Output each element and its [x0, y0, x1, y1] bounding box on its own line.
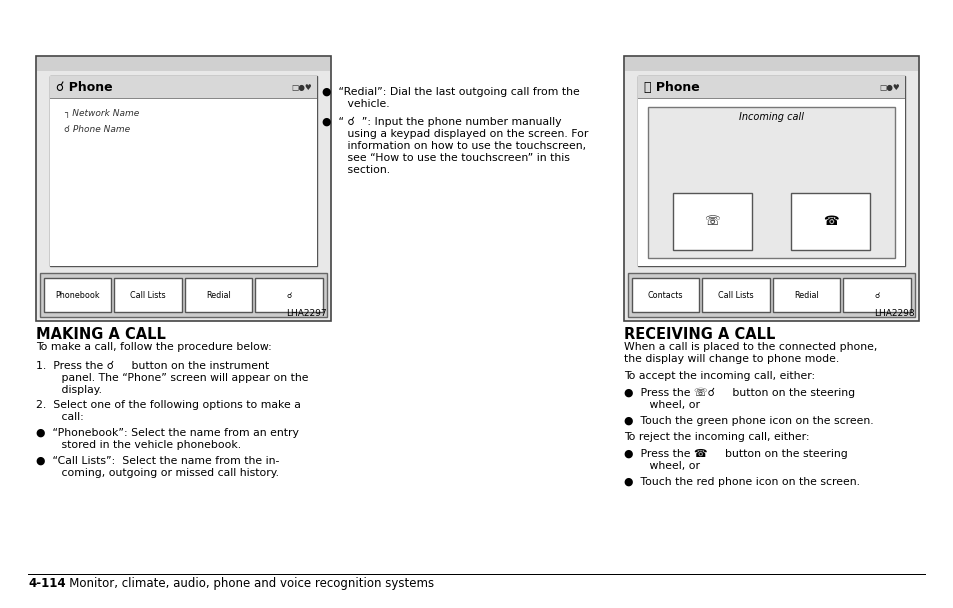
Text: ☌ Phone Name: ☌ Phone Name [64, 125, 130, 134]
Bar [631, 278, 699, 312]
Bar [50, 76, 316, 98]
Text: vehicle.: vehicle. [330, 99, 389, 109]
Text: ●  Press the ☎     button on the steering: ● Press the ☎ button on the steering [623, 449, 847, 459]
Bar [37, 57, 330, 71]
Text: ●  “Phonebook”: Select the name from an entry: ● “Phonebook”: Select the name from an e… [36, 428, 298, 438]
Bar [638, 76, 904, 266]
Text: ●  “Redial”: Dial the last outgoing call from the: ● “Redial”: Dial the last outgoing call … [322, 87, 579, 97]
Text: ●  “Call Lists”:  Select the name from the in-: ● “Call Lists”: Select the name from the… [36, 456, 279, 466]
Text: display.: display. [44, 385, 102, 395]
Bar [255, 278, 323, 312]
Bar [50, 76, 316, 266]
Text: □●♥: □●♥ [291, 83, 312, 91]
Text: ┐ Network Name: ┐ Network Name [64, 108, 139, 117]
Text: To accept the incoming call, either:: To accept the incoming call, either: [623, 371, 814, 381]
Bar [638, 98, 904, 99]
Text: MAKING A CALL: MAKING A CALL [36, 327, 166, 342]
Text: □●♥: □●♥ [879, 83, 899, 91]
Text: Incoming call: Incoming call [739, 112, 803, 122]
Text: Redial: Redial [794, 291, 819, 300]
Bar [50, 99, 316, 266]
Text: 4-114: 4-114 [28, 577, 66, 590]
Bar [638, 99, 904, 266]
Text: When a call is placed to the connected phone,: When a call is placed to the connected p… [623, 342, 877, 352]
Bar [36, 56, 331, 321]
Text: Call Lists: Call Lists [131, 291, 166, 300]
Text: information on how to use the touchscreen,: information on how to use the touchscree… [330, 141, 585, 151]
Text: Ⓜ Phone: Ⓜ Phone [643, 80, 699, 94]
Text: panel. The “Phone” screen will appear on the: panel. The “Phone” screen will appear on… [44, 373, 308, 383]
Bar [672, 193, 751, 250]
Text: Phonebook: Phonebook [55, 291, 100, 300]
Text: ☎: ☎ [822, 215, 838, 228]
Bar [44, 278, 112, 312]
Bar [40, 273, 327, 317]
Bar [627, 273, 914, 317]
Bar [623, 56, 918, 321]
Text: To reject the incoming call, either:: To reject the incoming call, either: [623, 432, 809, 442]
Bar [790, 193, 869, 250]
Text: the display will change to phone mode.: the display will change to phone mode. [623, 354, 839, 364]
Bar [842, 278, 910, 312]
Text: coming, outgoing or missed call history.: coming, outgoing or missed call history. [44, 468, 278, 478]
Text: 1.  Press the ☌     button on the instrument: 1. Press the ☌ button on the instrument [36, 361, 269, 371]
Text: ☌: ☌ [286, 291, 292, 300]
Bar [701, 278, 769, 312]
Bar [638, 76, 904, 98]
Text: Contacts: Contacts [647, 291, 682, 300]
Bar [647, 107, 894, 258]
Text: LHA2297: LHA2297 [286, 309, 327, 318]
Bar [28, 574, 925, 575]
Text: RECEIVING A CALL: RECEIVING A CALL [623, 327, 775, 342]
Bar [50, 98, 316, 99]
Text: ●  Press the ☏☌     button on the steering: ● Press the ☏☌ button on the steering [623, 388, 854, 398]
Text: Monitor, climate, audio, phone and voice recognition systems: Monitor, climate, audio, phone and voice… [58, 577, 434, 590]
Text: ☌: ☌ [874, 291, 879, 300]
Text: using a keypad displayed on the screen. For: using a keypad displayed on the screen. … [330, 129, 588, 139]
Text: 2.  Select one of the following options to make a: 2. Select one of the following options t… [36, 400, 300, 410]
Text: wheel, or: wheel, or [631, 461, 700, 471]
Text: ☌ Phone: ☌ Phone [56, 80, 112, 94]
Text: To make a call, follow the procedure below:: To make a call, follow the procedure bel… [36, 342, 272, 352]
Text: ●  Touch the green phone icon on the screen.: ● Touch the green phone icon on the scre… [623, 416, 873, 426]
Text: call:: call: [44, 412, 84, 422]
Bar [185, 278, 253, 312]
Text: ●  Touch the red phone icon on the screen.: ● Touch the red phone icon on the screen… [623, 477, 859, 487]
Bar [624, 57, 917, 71]
Text: ●  “ ☌  ”: Input the phone number manually: ● “ ☌ ”: Input the phone number manually [322, 117, 561, 127]
Text: see “How to use the touchscreen” in this: see “How to use the touchscreen” in this [330, 153, 569, 163]
Text: Call Lists: Call Lists [718, 291, 753, 300]
Text: stored in the vehicle phonebook.: stored in the vehicle phonebook. [44, 440, 241, 450]
Text: section.: section. [330, 165, 390, 175]
Text: Redial: Redial [206, 291, 231, 300]
Text: wheel, or: wheel, or [631, 400, 700, 410]
Text: LHA2298: LHA2298 [874, 309, 914, 318]
Text: ☏: ☏ [703, 215, 720, 228]
Bar [772, 278, 840, 312]
Bar [114, 278, 182, 312]
